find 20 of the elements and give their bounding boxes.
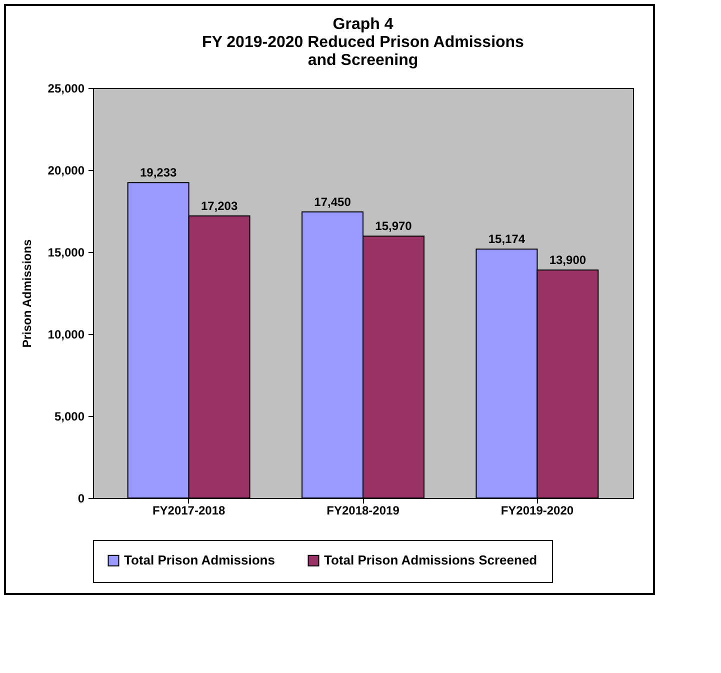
data-label: 15,174	[488, 232, 526, 246]
y-tick-label: 0	[78, 492, 85, 506]
chart-subtitle: FY 2019-2020 Reduced Prison Admissions and Screening	[202, 34, 524, 69]
y-tick-label: 10,000	[48, 328, 85, 342]
chart-title: Graph 4	[332, 16, 394, 33]
x-tick-label: FY2017-2018	[152, 504, 226, 518]
data-label: 15,970	[375, 219, 412, 234]
y-tick-label: 20,000	[48, 164, 85, 178]
y-axis-title: Prison Admissions	[20, 239, 34, 348]
data-label: 17,203	[200, 198, 238, 213]
legend-label: Total Prison Admissions	[124, 552, 275, 568]
y-tick-label: 25,000	[48, 82, 85, 96]
data-label: 17,450	[314, 194, 352, 209]
legend-label: Total Prison Admissions Screened	[324, 552, 538, 568]
y-tick-label: 5,000	[54, 410, 85, 424]
x-tick-label: FY2018-2019	[326, 504, 400, 518]
x-tick-label: FY2019-2020	[500, 504, 574, 518]
y-tick-label: 15,000	[48, 246, 85, 260]
data-label: 13,900	[549, 253, 586, 268]
data-label: 19,233	[140, 166, 177, 180]
